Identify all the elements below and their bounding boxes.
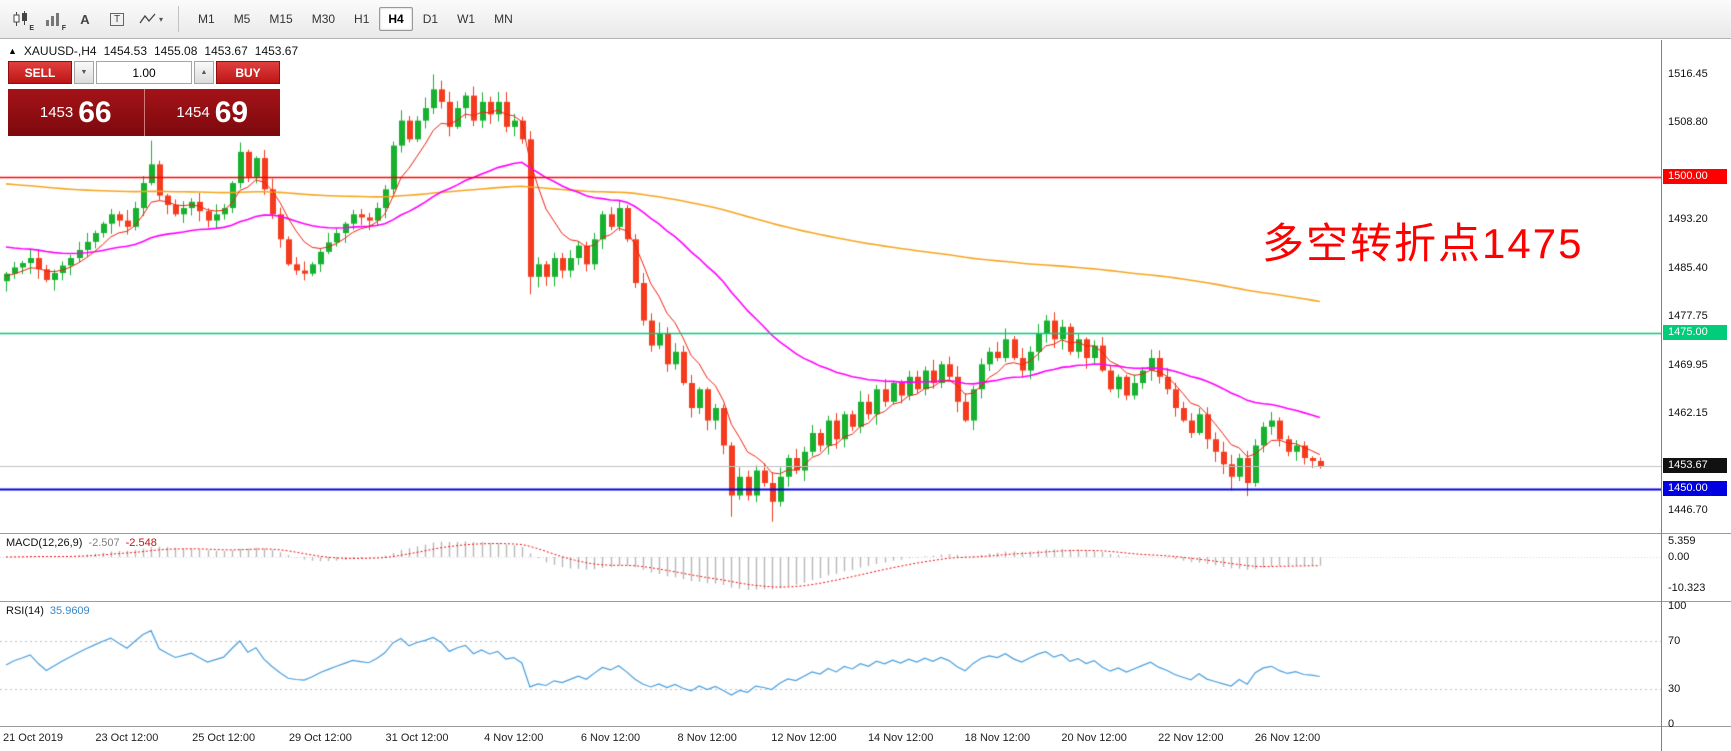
buy-price-pips: 69	[214, 95, 249, 129]
one-click-trading-panel: SELL ▼ ▲ BUY 1453 66 1454 69	[8, 61, 280, 136]
indicators-panel-icon-badge: F	[61, 25, 66, 32]
drawing-tools-icon[interactable]: ▾	[134, 5, 168, 33]
text-box-icon[interactable]: T	[102, 5, 132, 33]
rsi-scale-label: 70	[1668, 635, 1681, 648]
time-axis-label: 6 Nov 12:00	[580, 732, 641, 744]
buy-price-button[interactable]: 1454 69	[144, 89, 280, 136]
price-scale[interactable]: 1516.45 1508.80 1493.20 1485.40 1477.75 1469.…	[1661, 40, 1731, 751]
time-axis-label: 8 Nov 12:00	[677, 732, 737, 744]
ohlc-open: 1454.53	[103, 44, 147, 58]
price-divider	[143, 89, 145, 136]
time-axis-label: 12 Nov 12:00	[771, 732, 837, 744]
sell-price-button[interactable]: 1453 66	[8, 89, 144, 136]
buy-price-main: 1454	[176, 104, 210, 121]
macd-label: MACD(12,26,9)	[6, 537, 83, 549]
timeframe-button-m5[interactable]: M5	[225, 7, 260, 31]
timeframe-button-mn[interactable]: MN	[485, 7, 522, 31]
rsi-value: 35.9609	[49, 605, 90, 617]
chevron-down-icon: ▾	[159, 14, 164, 24]
macd-scale-label: 5.359	[1668, 534, 1696, 547]
ohlc-close: 1453.67	[254, 44, 299, 58]
macd-value-signal: -2.548	[125, 537, 157, 549]
macd-label-row: MACD(12,26,9) -2.507 -2.548	[6, 537, 157, 549]
rsi-scale-label: 100	[1668, 600, 1687, 612]
sell-price-pips: 66	[78, 95, 112, 129]
rsi-label-row: RSI(14) 35.9609	[6, 605, 90, 617]
toolbar: E F A T ▾ M1 M5 M15 M30 H1 H4 D1 W1 MN	[0, 0, 1731, 39]
one-click-expander-icon[interactable]: ▲	[8, 46, 17, 56]
trade-controls-row: SELL ▼ ▲ BUY	[8, 61, 280, 84]
price-tick-label: 1477.75	[1668, 309, 1708, 322]
price-tick-label: 1508.80	[1668, 115, 1708, 128]
candlestick-chart-icon-badge: E	[29, 25, 34, 32]
volume-increase-button[interactable]: ▲	[194, 61, 214, 84]
text-label-icon-glyph: A	[80, 11, 90, 27]
text-box-icon-glyph: T	[109, 12, 125, 26]
rsi-scale-label: 30	[1668, 682, 1681, 695]
ohlc-low: 1453.67	[204, 44, 248, 58]
volume-decrease-button[interactable]: ▼	[74, 61, 94, 84]
time-axis-label: 26 Nov 12:00	[1254, 732, 1321, 744]
toolbar-separator	[178, 6, 180, 32]
trade-prices-row: 1453 66 1454 69	[8, 89, 280, 136]
time-axis-label: 21 Oct 2019	[3, 732, 63, 744]
time-axis-label: 14 Nov 12:00	[867, 732, 934, 744]
symbol-title: XAUUSD-,H4	[23, 44, 97, 58]
timeframe-button-h4[interactable]: H4	[379, 7, 413, 31]
price-tick-label: 1485.40	[1668, 262, 1708, 275]
indicators-panel-icon[interactable]: F	[38, 5, 68, 33]
rsi-scale-label: 0	[1668, 718, 1675, 730]
text-label-icon[interactable]: A	[70, 5, 100, 33]
chart-symbol-ohlc: ▲ XAUUSD-,H4 1454.53 1455.08 1453.67 145…	[8, 44, 298, 58]
time-axis-label: 31 Oct 12:00	[385, 732, 449, 744]
price-tick-label: 1469.95	[1668, 358, 1708, 371]
time-axis-label: 22 Nov 12:00	[1158, 732, 1224, 744]
timeframe-button-m15[interactable]: M15	[260, 7, 301, 31]
ohlc-high: 1455.08	[154, 44, 198, 58]
volume-input[interactable]	[96, 61, 192, 84]
macd-scale-label: 0.00	[1668, 551, 1690, 563]
chevron-up-icon: ▲	[200, 69, 208, 76]
chart-annotation-text[interactable]: 多空转折点1475	[1262, 220, 1584, 267]
time-axis[interactable]: 21 Oct 2019 23 Oct 12:00 25 Oct 12:00 29 Oc…	[0, 728, 1660, 751]
time-axis-label: 25 Oct 12:00	[192, 732, 256, 744]
chart-area: ▲ XAUUSD-,H4 1454.53 1455.08 1453.67 145…	[0, 40, 1731, 751]
time-axis-label: 20 Nov 12:00	[1061, 732, 1127, 744]
timeframe-button-m1[interactable]: M1	[189, 7, 224, 31]
rsi-label: RSI(14)	[6, 605, 44, 617]
timeframe-button-m30[interactable]: M30	[303, 7, 344, 31]
macd-scale-label: -10.323	[1668, 581, 1706, 594]
timeframe-button-w1[interactable]: W1	[448, 7, 484, 31]
sell-price-main: 1453	[39, 104, 74, 121]
panel-separator-rsi-timeaxis	[0, 726, 1731, 727]
buy-button[interactable]: BUY	[216, 61, 280, 84]
time-axis-label: 18 Nov 12:00	[964, 732, 1031, 744]
price-tick-label: 1462.15	[1668, 407, 1708, 420]
time-axis-label: 23 Oct 12:00	[95, 732, 159, 744]
panel-separator-macd-rsi[interactable]	[0, 601, 1731, 602]
price-tick-label: 1516.45	[1668, 68, 1708, 81]
sell-button[interactable]: SELL	[8, 61, 72, 84]
price-line-badge: 1475.00	[1663, 325, 1727, 341]
toolbar-icons: E F A T ▾	[6, 5, 168, 33]
timeframe-button-h1[interactable]: H1	[345, 7, 378, 31]
time-axis-label: 29 Oct 12:00	[288, 732, 352, 744]
candlestick-chart-icon[interactable]: E	[6, 5, 36, 33]
chevron-down-icon: ▼	[80, 69, 88, 76]
timeframe-button-d1[interactable]: D1	[414, 7, 447, 31]
panel-separator-main-macd[interactable]	[0, 533, 1731, 534]
price-tick-label: 1493.20	[1668, 213, 1708, 226]
time-axis-label: 4 Nov 12:00	[484, 732, 544, 744]
macd-value-main: -2.507	[88, 537, 120, 549]
price-line-badge: 1450.00	[1663, 481, 1727, 497]
price-chart-canvas[interactable]	[0, 40, 1661, 751]
timeframe-toolbar: M1 M5 M15 M30 H1 H4 D1 W1 MN	[189, 7, 522, 31]
price-tick-label: 1446.70	[1668, 503, 1708, 516]
price-line-badge: 1500.00	[1663, 168, 1727, 184]
price-line-badge: 1453.67	[1663, 458, 1727, 474]
